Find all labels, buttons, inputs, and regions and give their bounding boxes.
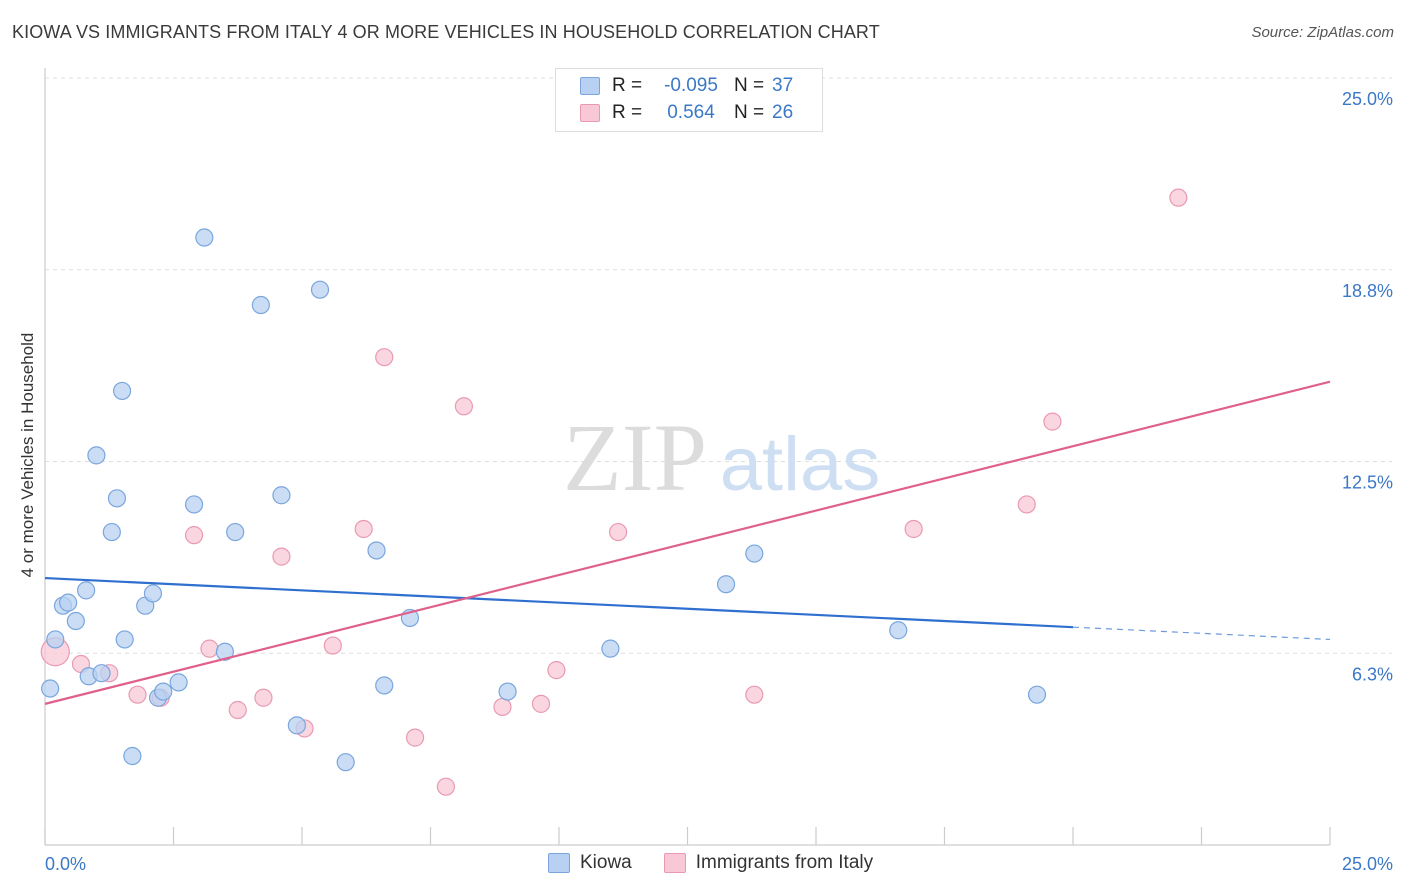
- legend-item-italy: Immigrants from Italy: [663, 852, 874, 874]
- kiowa-point: [375, 676, 394, 695]
- kiowa-point: [195, 228, 214, 247]
- kiowa-point: [77, 581, 96, 600]
- kiowa-point: [143, 584, 163, 603]
- kiowa-point: [1027, 685, 1047, 704]
- kiowa-point: [226, 522, 245, 542]
- kiowa-point: [107, 489, 127, 508]
- axes: [44, 68, 1331, 846]
- italy-point: [184, 526, 204, 545]
- italy-point: [436, 777, 456, 796]
- y-tick-label: 12.5%: [1342, 473, 1393, 493]
- kiowa-point: [154, 682, 173, 701]
- italy-point: [375, 348, 394, 367]
- italy-point: [1017, 495, 1036, 514]
- kiowa-point: [251, 295, 270, 315]
- kiowa-point: [102, 522, 121, 542]
- legend-item-kiowa: Kiowa: [548, 852, 632, 874]
- kiowa-point: [601, 639, 620, 658]
- italy-swatch: [580, 104, 600, 122]
- italy-point: [1043, 412, 1062, 431]
- italy-point: [128, 685, 147, 704]
- italy-point: [254, 688, 273, 707]
- italy-point: [904, 519, 923, 539]
- legend-row-italy: R = 0.564 N = 26: [580, 101, 793, 125]
- italy-point: [454, 397, 474, 416]
- kiowa-point: [215, 642, 234, 661]
- kiowa-point: [716, 575, 736, 594]
- r-label: R =: [612, 75, 643, 96]
- kiowa-trend-extension: [1072, 626, 1331, 641]
- kiowa-point: [336, 753, 355, 772]
- y-tick-label: 6.3%: [1352, 664, 1393, 684]
- chart-title: KIOWA VS IMMIGRANTS FROM ITALY 4 OR MORE…: [12, 22, 880, 42]
- italy-point: [200, 639, 219, 658]
- r-label: R =: [612, 102, 643, 123]
- watermark: ZIP atlas: [563, 404, 880, 511]
- italy-point: [609, 522, 628, 542]
- kiowa-point: [41, 679, 60, 698]
- kiowa-point: [112, 381, 132, 401]
- italy-point: [493, 697, 512, 717]
- watermark-zip: ZIP: [563, 404, 707, 511]
- kiowa-swatch: [580, 77, 600, 95]
- italy-swatch: [663, 853, 686, 873]
- x-tick-label: 0.0%: [45, 854, 86, 874]
- n-value: 37: [772, 75, 794, 96]
- y-tick-label: 25.0%: [1342, 89, 1393, 109]
- kiowa-trend-line: [44, 576, 1074, 629]
- trend-lines: [44, 380, 1331, 705]
- series-legend: Kiowa Immigrants from Italy: [548, 852, 905, 874]
- italy-point: [228, 700, 247, 720]
- n-label: N =: [734, 102, 765, 123]
- kiowa-point: [87, 446, 106, 465]
- source-label: Source: ZipAtlas.com: [1251, 24, 1394, 41]
- legend-label-italy: Immigrants from Italy: [695, 852, 874, 873]
- italy-point: [354, 519, 373, 539]
- r-value: 0.564: [667, 102, 715, 123]
- kiowa-point: [498, 682, 517, 701]
- italy-point: [272, 547, 291, 566]
- grid-lines: [45, 77, 1392, 654]
- y-tick-label: 18.8%: [1342, 281, 1393, 301]
- legend-row-kiowa: R = -0.095 N = 37: [580, 74, 793, 98]
- kiowa-point: [310, 280, 330, 299]
- italy-point: [323, 636, 342, 655]
- kiowa-point: [169, 673, 188, 692]
- kiowa-point: [889, 621, 908, 640]
- r-value: -0.095: [664, 75, 718, 96]
- correlation-legend: R = -0.095 N = 37 R = 0.564 N = 26: [555, 68, 823, 132]
- kiowa-point: [59, 593, 78, 612]
- kiowa-point: [184, 495, 204, 514]
- italy-point: [1169, 188, 1188, 207]
- italy-point: [531, 694, 551, 713]
- kiowa-swatch: [548, 853, 570, 873]
- x-tick-label: 25.0%: [1342, 854, 1393, 874]
- watermark-atlas: atlas: [720, 422, 881, 507]
- kiowa-point: [123, 746, 142, 766]
- italy-point: [405, 728, 425, 747]
- kiowa-point: [745, 544, 764, 563]
- italy-point: [547, 661, 566, 680]
- kiowa-point: [287, 716, 306, 735]
- legend-label-kiowa: Kiowa: [580, 852, 632, 873]
- tick-labels: 6.3% 12.5% 18.8% 25.0% 0.0% 25.0%: [45, 89, 1393, 874]
- n-label: N =: [734, 75, 765, 96]
- kiowa-point: [66, 611, 85, 631]
- series-kiowa-points: [41, 228, 1047, 772]
- kiowa-point: [367, 541, 386, 560]
- n-value: 26: [772, 102, 794, 123]
- kiowa-point: [115, 630, 134, 649]
- kiowa-point: [92, 664, 111, 683]
- italy-trend-line: [44, 380, 1331, 705]
- italy-point: [745, 685, 764, 704]
- kiowa-point: [46, 630, 65, 649]
- kiowa-point: [272, 486, 291, 505]
